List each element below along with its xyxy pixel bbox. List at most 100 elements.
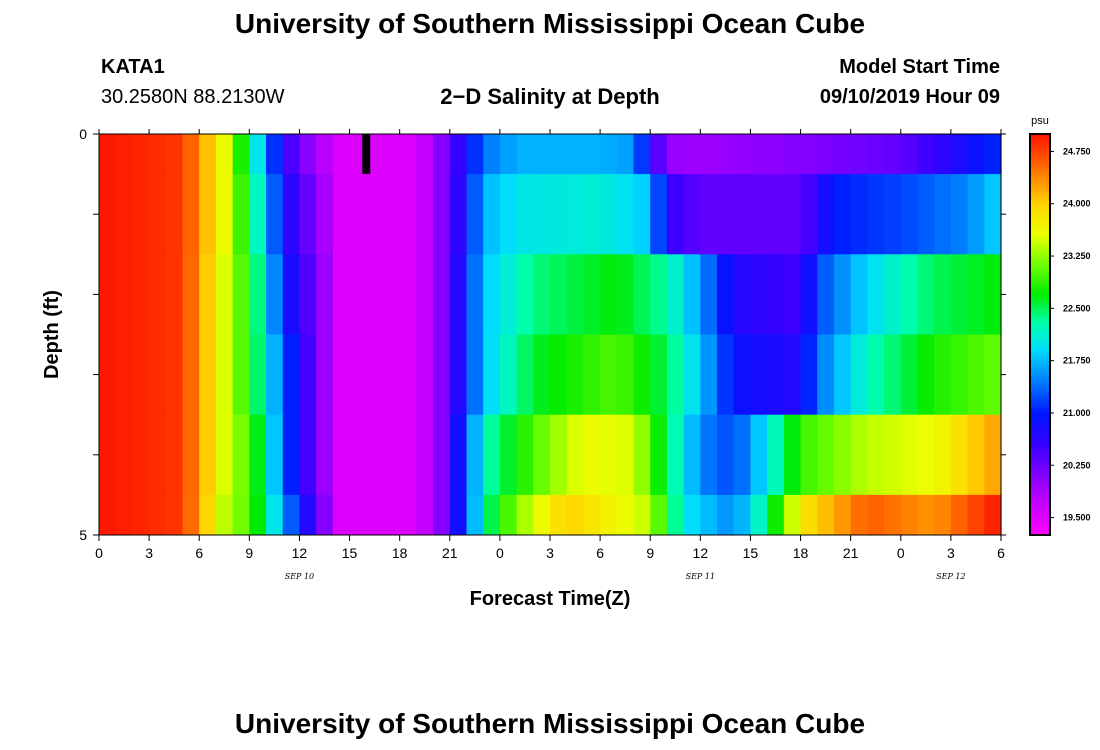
heatmap-cell [132, 494, 150, 536]
colorbar-band [1030, 167, 1050, 172]
heatmap-cell [750, 494, 768, 536]
heatmap-cell [600, 254, 618, 335]
colorbar-band [1030, 164, 1050, 168]
heatmap-cell [967, 254, 985, 335]
heatmap-cell [616, 174, 635, 255]
heatmap-cell [416, 414, 434, 496]
heatmap-cell [366, 254, 384, 335]
colorbar-tick-label: 20.250 [1063, 460, 1091, 470]
heatmap-cell [132, 414, 150, 496]
heatmap-cell [266, 174, 284, 255]
heatmap-cell [382, 334, 401, 416]
heatmap-cell [833, 134, 852, 175]
colorbar-band [1030, 177, 1050, 182]
colorbar-band [1030, 150, 1050, 155]
x-axis: 0 3 6 9 12 15 18 21 0 3 6 9 12 15 18 21 0 3 6 SEP 10 SEP 11 S… [95, 129, 1005, 581]
colorbar-band [1030, 451, 1050, 456]
heatmap-cell [115, 174, 133, 255]
colorbar-band [1030, 314, 1050, 319]
colorbar-band [1030, 377, 1050, 382]
heatmap-cell [416, 254, 434, 335]
colorbar-band [1030, 428, 1050, 432]
x-tick-label: 21 [843, 545, 859, 561]
heatmap-cell [115, 334, 133, 416]
heatmap-cell [967, 414, 985, 496]
heatmap-cell [633, 174, 651, 255]
heatmap-cell [366, 494, 384, 536]
colorbar-band [1030, 291, 1050, 295]
heatmap-cell [800, 494, 818, 536]
heatmap-cell [917, 134, 935, 175]
colorbar-band [1030, 220, 1050, 225]
heatmap-cell [633, 134, 651, 175]
heatmap-cell [416, 134, 434, 175]
colorbar-band [1030, 488, 1050, 493]
heatmap-cell [717, 174, 735, 255]
heatmap-cell [282, 414, 301, 496]
heatmap-cell [850, 134, 868, 175]
heatmap-cell [232, 334, 250, 416]
x-tick-label: 15 [342, 545, 358, 561]
heatmap-cell [717, 134, 735, 175]
heatmap-cell [884, 494, 902, 536]
heatmap-cell [382, 414, 401, 496]
heatmap-cell [232, 174, 250, 255]
heatmap-cell [366, 334, 384, 416]
colorbar-tick-label: 19.500 [1063, 513, 1091, 523]
heatmap-cell [449, 414, 468, 496]
heatmap-cell [182, 334, 200, 416]
colorbar-band [1030, 337, 1050, 342]
heatmap-cell [199, 414, 217, 496]
colorbar-band [1030, 397, 1050, 402]
heatmap-cell [867, 414, 885, 496]
heatmap-cell [984, 254, 1002, 335]
heatmap-cell [583, 494, 601, 536]
x-axis-title: Forecast Time(Z) [470, 588, 631, 610]
heatmap-cell [232, 494, 250, 536]
colorbar-band [1030, 257, 1050, 262]
heatmap-cell [616, 334, 635, 416]
date-label: SEP 12 [936, 572, 965, 581]
heatmap-cell [700, 414, 718, 496]
heatmap-cell [299, 334, 317, 416]
heatmap-cell [934, 174, 952, 255]
colorbar-band [1030, 271, 1050, 275]
heatmap-cell [483, 134, 501, 175]
colorbar-band [1030, 471, 1050, 476]
heatmap-cell [499, 494, 518, 536]
heatmap-cell [299, 414, 317, 496]
x-tick-label: 0 [95, 545, 103, 561]
heatmap-cell [182, 414, 200, 496]
colorbar-band [1030, 250, 1050, 255]
heatmap-cell [666, 414, 685, 496]
heatmap-cell [449, 494, 468, 536]
heatmap-cell [466, 494, 484, 536]
heatmap-cell [633, 494, 651, 536]
heatmap-cell [282, 334, 301, 416]
colorbar-tick-label: 21.000 [1063, 408, 1091, 418]
heatmap-cell [466, 254, 484, 335]
heatmap-cell [416, 334, 434, 416]
heatmap-cell [767, 134, 785, 175]
colorbar-band [1030, 491, 1050, 496]
heatmap-cell [650, 134, 668, 175]
colorbar-band [1030, 274, 1050, 279]
heatmap-cell [215, 174, 234, 255]
heatmap-cell [199, 134, 217, 175]
heatmap-cell [733, 414, 752, 496]
heatmap-cell [316, 494, 334, 536]
colorbar-band [1030, 524, 1050, 529]
heatmap-cell [232, 254, 250, 335]
heatmap-cell [616, 414, 635, 496]
heatmap-cell [433, 134, 451, 175]
plot-title: 2−D Salinity at Depth [440, 84, 660, 109]
heatmap-cell [516, 334, 534, 416]
heatmap-cell [833, 254, 852, 335]
heatmap-cell [884, 134, 902, 175]
heatmap-cell [867, 174, 885, 255]
heatmap-cell [99, 254, 117, 335]
heatmap-cell [249, 174, 267, 255]
colorbar-band [1030, 364, 1050, 369]
heatmap-cell [416, 174, 434, 255]
